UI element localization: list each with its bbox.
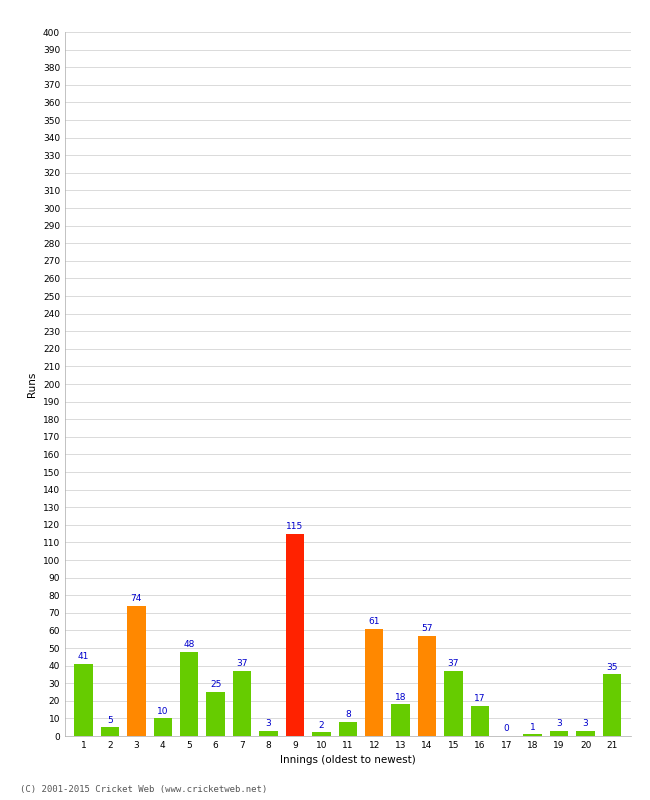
- Bar: [339, 722, 357, 736]
- Text: 3: 3: [582, 719, 588, 728]
- Bar: [471, 706, 489, 736]
- Y-axis label: Runs: Runs: [27, 371, 37, 397]
- Text: 115: 115: [286, 522, 304, 531]
- Text: 35: 35: [606, 662, 618, 672]
- Bar: [365, 629, 384, 736]
- Text: 3: 3: [556, 719, 562, 728]
- X-axis label: Innings (oldest to newest): Innings (oldest to newest): [280, 755, 415, 766]
- Text: 10: 10: [157, 706, 168, 716]
- Text: 18: 18: [395, 693, 406, 702]
- Text: 1: 1: [530, 722, 536, 731]
- Bar: [259, 730, 278, 736]
- Text: 25: 25: [210, 680, 221, 690]
- Text: 2: 2: [318, 721, 324, 730]
- Bar: [523, 734, 542, 736]
- Bar: [444, 671, 463, 736]
- Bar: [101, 727, 119, 736]
- Bar: [418, 636, 436, 736]
- Text: 0: 0: [504, 724, 509, 734]
- Bar: [207, 692, 225, 736]
- Text: 61: 61: [369, 617, 380, 626]
- Text: (C) 2001-2015 Cricket Web (www.cricketweb.net): (C) 2001-2015 Cricket Web (www.cricketwe…: [20, 785, 266, 794]
- Bar: [74, 664, 93, 736]
- Text: 41: 41: [78, 652, 89, 661]
- Bar: [391, 704, 410, 736]
- Text: 48: 48: [183, 640, 195, 649]
- Bar: [285, 534, 304, 736]
- Text: 3: 3: [266, 719, 271, 728]
- Bar: [577, 730, 595, 736]
- Bar: [550, 730, 568, 736]
- Bar: [312, 733, 331, 736]
- Bar: [180, 651, 198, 736]
- Bar: [127, 606, 146, 736]
- Bar: [603, 674, 621, 736]
- Text: 74: 74: [131, 594, 142, 603]
- Text: 57: 57: [421, 624, 433, 633]
- Bar: [233, 671, 252, 736]
- Text: 5: 5: [107, 715, 113, 725]
- Bar: [153, 718, 172, 736]
- Text: 37: 37: [237, 659, 248, 668]
- Text: 37: 37: [448, 659, 459, 668]
- Text: 17: 17: [474, 694, 486, 703]
- Text: 8: 8: [345, 710, 350, 719]
